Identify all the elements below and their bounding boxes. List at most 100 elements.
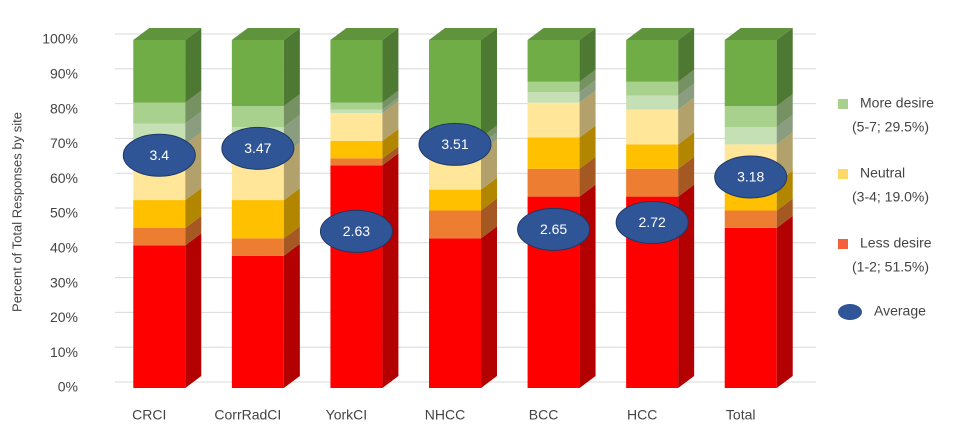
bar-front xyxy=(330,109,383,114)
bar-front xyxy=(133,227,186,246)
bar-segment xyxy=(724,215,793,388)
y-tick-label: 50% xyxy=(50,205,78,221)
bar-side xyxy=(283,226,300,256)
bar-segment xyxy=(429,226,497,388)
bar-top xyxy=(626,28,695,40)
y-axis-label: Percent of Total Responses by site xyxy=(9,112,24,312)
bar-side xyxy=(382,101,399,141)
bar-top xyxy=(330,28,399,40)
bar-side xyxy=(283,28,300,107)
bar-segment xyxy=(527,125,596,169)
bar-top xyxy=(231,28,300,40)
bar-side xyxy=(579,184,596,388)
y-tick-label: 0% xyxy=(58,379,78,395)
bar-front xyxy=(231,106,284,127)
bar-segment xyxy=(330,101,399,141)
legend-swatch xyxy=(838,304,862,320)
bar-side xyxy=(185,215,202,246)
bar-side xyxy=(678,184,695,388)
bar-front xyxy=(626,40,679,82)
bar-segment xyxy=(724,198,793,228)
y-tick-label: 10% xyxy=(50,344,78,360)
bar-side xyxy=(185,188,202,228)
bar-segment xyxy=(133,188,202,228)
y-tick-label: 20% xyxy=(50,309,78,325)
bar-side xyxy=(776,28,793,107)
bar-front xyxy=(724,40,777,107)
bar-front xyxy=(429,238,481,388)
bar-side xyxy=(185,233,202,388)
legend-note: (5-7; 29.5%) xyxy=(852,119,929,135)
bar-front xyxy=(626,144,679,169)
bar-segment xyxy=(330,128,399,159)
x-tick-label: CRCI xyxy=(132,407,166,423)
x-tick-label: HCC xyxy=(627,407,657,423)
average-label: 2.72 xyxy=(639,214,666,230)
legend-swatch xyxy=(838,169,848,179)
bar-side xyxy=(185,90,202,124)
average-marker xyxy=(517,207,591,251)
bar-segment xyxy=(330,153,399,388)
bar-side xyxy=(579,28,596,82)
bar-front xyxy=(527,168,580,197)
bar-segment xyxy=(626,132,695,169)
average-label: 3.47 xyxy=(244,140,271,156)
average-marker xyxy=(319,209,393,253)
average-marker xyxy=(418,122,492,166)
bar-segment xyxy=(231,226,300,256)
bar-segment xyxy=(527,156,596,197)
bar-front xyxy=(429,40,481,138)
bar-front xyxy=(330,165,383,388)
bar-front xyxy=(330,40,383,103)
bar-front xyxy=(133,245,186,388)
legend-label: Average xyxy=(874,303,926,319)
bar-side xyxy=(283,188,300,239)
x-tick-label: BCC xyxy=(529,407,559,423)
bar-side xyxy=(185,111,202,145)
y-tick-label: 60% xyxy=(50,170,78,186)
bar-segment xyxy=(626,28,695,82)
bar-segment xyxy=(626,83,695,110)
bar-segment xyxy=(231,28,300,107)
bar-segment xyxy=(724,94,793,127)
bar-front xyxy=(330,113,383,141)
bar-segment xyxy=(724,115,793,145)
bar-side xyxy=(678,132,695,169)
bar-segment xyxy=(626,97,695,145)
bar-front xyxy=(626,168,679,197)
average-label: 2.63 xyxy=(343,223,370,239)
bar-front xyxy=(527,102,580,138)
bar-segment xyxy=(133,233,202,388)
bar-front xyxy=(429,189,481,211)
bar-side xyxy=(382,128,399,159)
bar-segment xyxy=(527,28,596,82)
bar-front xyxy=(231,200,284,239)
bar-front xyxy=(330,158,383,166)
bar-front xyxy=(133,102,186,124)
bar-segment xyxy=(231,243,300,388)
bar-side xyxy=(678,83,695,110)
legend-note: (3-4; 19.0%) xyxy=(852,189,929,205)
bar-front xyxy=(626,95,679,110)
bar-segment xyxy=(133,90,202,124)
bar-segment xyxy=(429,198,497,239)
bar-side xyxy=(678,28,695,82)
bar-side xyxy=(678,156,695,197)
y-tick-label: 80% xyxy=(50,100,78,116)
bar-side xyxy=(382,28,399,103)
x-tick-label: CorrRadCI xyxy=(214,407,281,423)
bar-side xyxy=(579,125,596,169)
legend-swatch xyxy=(838,239,848,249)
x-tick-label: YorkCI xyxy=(326,407,368,423)
y-tick-label: 70% xyxy=(50,135,78,151)
bar-side xyxy=(678,69,695,96)
bar-segment xyxy=(527,80,596,103)
bar-top xyxy=(429,28,497,40)
bar-side xyxy=(283,243,300,388)
bar-segment xyxy=(330,97,399,114)
bar-front xyxy=(527,137,580,169)
bar-side xyxy=(678,97,695,145)
bar-side xyxy=(579,80,596,103)
bar-front xyxy=(724,227,777,388)
x-tick-label: Total xyxy=(726,407,756,423)
